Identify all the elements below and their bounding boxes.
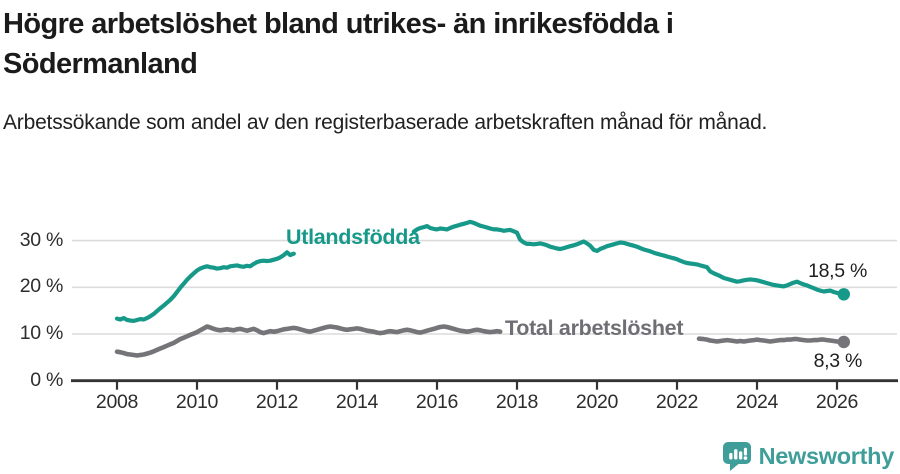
y-tick-label: 10 % bbox=[19, 322, 64, 344]
x-tick-label: 2020 bbox=[575, 391, 619, 413]
x-tick-label: 2012 bbox=[255, 391, 299, 413]
series-line-0 bbox=[411, 219, 846, 297]
x-tick-label: 2014 bbox=[335, 391, 379, 413]
x-tick-label: 2022 bbox=[655, 391, 699, 413]
y-tick-label: 30 % bbox=[19, 228, 64, 251]
series-end-dot-1 bbox=[837, 335, 850, 349]
series-line-1 bbox=[696, 336, 847, 345]
x-tick-label: 2008 bbox=[95, 391, 139, 413]
newsworthy-wordmark: Newsworthy bbox=[758, 442, 895, 469]
newsworthy-logo-icon bbox=[722, 442, 751, 471]
exclamation-glyph bbox=[743, 447, 747, 456]
chart-subtitle: Arbetssökande som andel av den registerb… bbox=[3, 111, 768, 134]
series-line-0 bbox=[114, 250, 296, 323]
series-end-dot-0 bbox=[837, 288, 850, 301]
x-tick-label: 2016 bbox=[415, 391, 459, 413]
series-line-1 bbox=[114, 324, 503, 358]
end-value-label-utlandsfodda: 18,5 % bbox=[808, 260, 867, 282]
y-tick-label: 20 % bbox=[19, 275, 64, 298]
x-tick-label: 2010 bbox=[175, 391, 219, 413]
series-label-utlandsfodda: Utlandsfödda bbox=[286, 225, 420, 249]
x-tick-label: 2026 bbox=[815, 391, 859, 413]
bar-chart-glyph bbox=[728, 453, 733, 460]
x-tick-label: 2024 bbox=[735, 391, 779, 413]
end-value-label-total: 8,3 % bbox=[813, 350, 863, 372]
series-label-total-arbetsloshet: Total arbetslöshet bbox=[505, 316, 684, 340]
x-tick-label: 2018 bbox=[495, 391, 539, 413]
y-tick-label: 0 % bbox=[30, 368, 63, 391]
page-title: Högre arbetslöshet bland utrikes- än inr… bbox=[3, 8, 674, 80]
newsworthy-logo: Newsworthy bbox=[722, 441, 894, 471]
